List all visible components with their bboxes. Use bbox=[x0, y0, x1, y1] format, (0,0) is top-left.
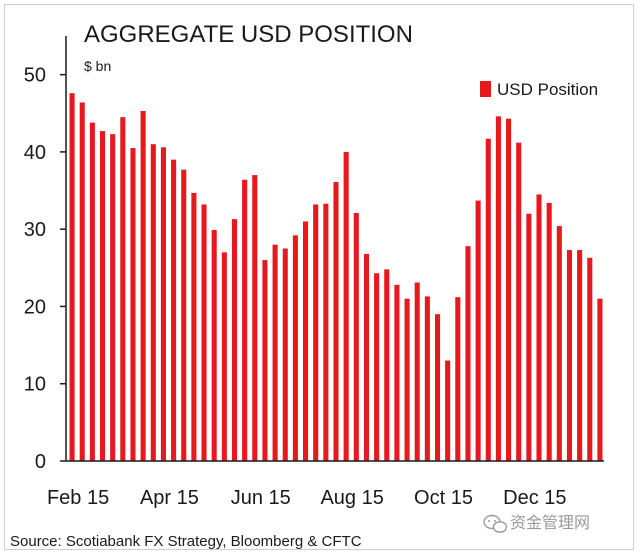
chart-frame bbox=[4, 4, 634, 550]
bar-series-usd-position bbox=[69, 93, 603, 462]
bar-33 bbox=[404, 298, 410, 461]
bar-39 bbox=[465, 246, 471, 461]
bar-51 bbox=[587, 257, 593, 461]
bar-44 bbox=[516, 142, 522, 461]
bar-1 bbox=[79, 102, 85, 461]
bar-18 bbox=[252, 175, 258, 461]
bar-19 bbox=[262, 260, 268, 461]
bar-0 bbox=[69, 93, 75, 462]
bar-32 bbox=[394, 284, 400, 461]
bar-6 bbox=[130, 148, 136, 462]
x-axis-ticks: Feb 15 Apr 15 Jun 15 Aug 15 Oct 15 Dec 15 bbox=[47, 487, 567, 509]
watermark-text: 资金管理网 bbox=[510, 514, 590, 532]
bar-43 bbox=[506, 118, 512, 462]
x-tick-label-0: Feb 15 bbox=[47, 487, 109, 509]
bar-8 bbox=[150, 144, 156, 461]
y-axis-ticks: 0 10 20 30 40 50 bbox=[24, 65, 66, 473]
bar-42 bbox=[495, 116, 501, 462]
bar-28 bbox=[353, 212, 359, 461]
bar-16 bbox=[231, 219, 238, 461]
bar-50 bbox=[577, 250, 583, 461]
y-tick-label-40: 40 bbox=[24, 142, 46, 164]
y-tick-label-30: 30 bbox=[24, 219, 46, 241]
y-tick-label-0: 0 bbox=[35, 451, 46, 473]
watermark: 资金管理网 bbox=[483, 514, 590, 533]
x-tick-label-5: Dec 15 bbox=[503, 487, 566, 509]
x-tick-label-1: Apr 15 bbox=[140, 487, 199, 509]
legend-label: USD Position bbox=[497, 80, 598, 99]
bar-34 bbox=[414, 282, 420, 461]
bar-5 bbox=[120, 117, 126, 461]
bar-29 bbox=[363, 253, 369, 461]
x-tick-label-2: Jun 15 bbox=[231, 487, 291, 509]
chart-title: AGGREGATE USD POSITION bbox=[84, 21, 413, 48]
legend-swatch bbox=[480, 81, 491, 97]
source-note: Source: Scotiabank FX Strategy, Bloomber… bbox=[10, 533, 362, 550]
bar-2 bbox=[89, 122, 95, 462]
bar-3 bbox=[99, 131, 106, 462]
bar-7 bbox=[140, 110, 146, 461]
y-axis-unit-label: $ bn bbox=[84, 58, 111, 74]
bar-4 bbox=[110, 134, 116, 461]
y-tick-label-50: 50 bbox=[24, 65, 46, 87]
bar-26 bbox=[333, 182, 339, 462]
bar-14 bbox=[211, 229, 217, 461]
x-tick-label-3: Aug 15 bbox=[320, 487, 383, 509]
bar-35 bbox=[424, 296, 430, 461]
bar-38 bbox=[455, 297, 461, 461]
bar-22 bbox=[292, 235, 298, 461]
y-tick-label-20: 20 bbox=[24, 296, 46, 318]
bar-49 bbox=[566, 250, 573, 461]
legend: USD Position bbox=[480, 80, 598, 99]
bar-20 bbox=[272, 244, 278, 461]
wechat-icon bbox=[483, 514, 508, 533]
bar-41 bbox=[485, 138, 491, 461]
bar-30 bbox=[374, 273, 380, 461]
bar-21 bbox=[282, 248, 288, 461]
x-tick-label-4: Oct 15 bbox=[414, 487, 473, 509]
bar-36 bbox=[434, 314, 441, 461]
bar-31 bbox=[384, 269, 390, 461]
bar-15 bbox=[221, 252, 227, 461]
bar-13 bbox=[201, 204, 207, 461]
y-tick-label-10: 10 bbox=[24, 374, 46, 396]
bar-40 bbox=[475, 200, 481, 461]
bar-24 bbox=[313, 204, 319, 461]
bar-45 bbox=[526, 213, 532, 461]
bar-25 bbox=[323, 203, 329, 461]
bar-17 bbox=[242, 179, 248, 462]
bar-11 bbox=[181, 169, 187, 461]
bar-9 bbox=[160, 147, 166, 461]
bar-10 bbox=[171, 159, 177, 461]
bar-23 bbox=[303, 221, 309, 461]
bar-27 bbox=[343, 151, 349, 461]
bar-48 bbox=[556, 226, 562, 461]
bar-12 bbox=[191, 192, 197, 462]
bar-37 bbox=[445, 360, 451, 461]
bar-52 bbox=[597, 298, 603, 461]
bar-47 bbox=[546, 202, 552, 461]
bar-46 bbox=[536, 194, 542, 461]
